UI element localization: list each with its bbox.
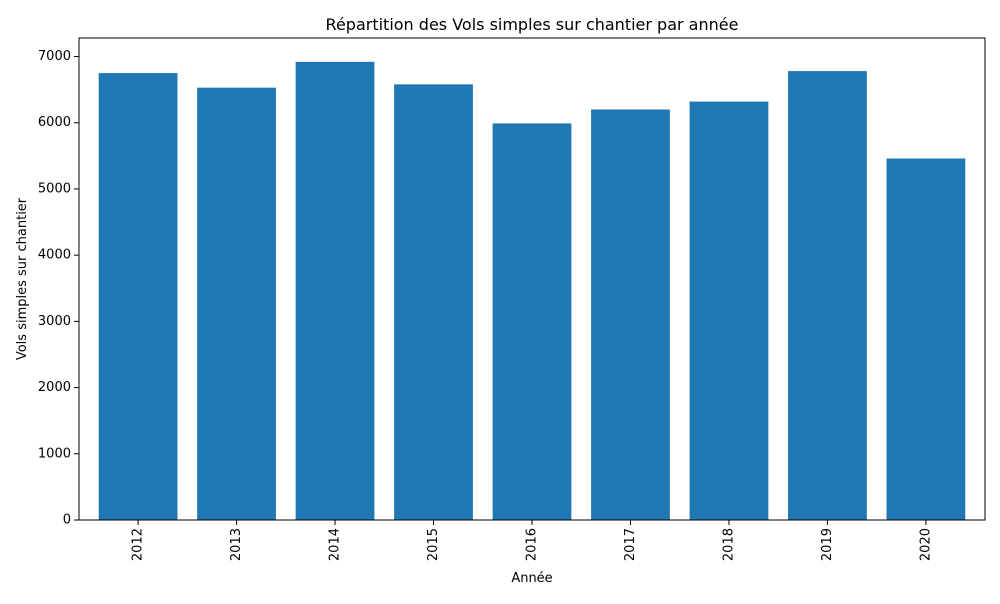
x-tick-label: 2014 (328, 528, 343, 561)
bar-2018 (689, 101, 769, 520)
y-axis: 0 1000 2000 3000 4000 5000 6000 7000 (38, 49, 79, 528)
x-tick-label: 2018 (721, 528, 736, 561)
x-tick-label: 2016 (525, 528, 540, 561)
x-axis-title: Année (511, 571, 552, 586)
x-tick-label: 2013 (229, 528, 244, 561)
y-tick-label: 4000 (38, 248, 71, 263)
y-tick-label: 7000 (38, 49, 71, 64)
y-tick-label: 6000 (38, 115, 71, 130)
x-tick-label: 2017 (623, 528, 638, 561)
y-tick-label: 3000 (38, 314, 71, 329)
y-tick-label: 2000 (38, 380, 71, 395)
y-axis-title: Vols simples sur chantier (15, 197, 30, 360)
x-tick-label: 2019 (820, 528, 835, 561)
bar-2017 (591, 109, 670, 520)
y-tick-label: 5000 (38, 181, 71, 196)
x-tick-label: 2012 (131, 528, 146, 561)
bars-group (98, 61, 966, 521)
bar-2016 (492, 123, 572, 520)
y-tick-label: 0 (63, 513, 71, 528)
y-tick-label: 1000 (38, 446, 71, 461)
bar-2015 (394, 84, 473, 520)
bar-2019 (788, 71, 867, 520)
bar-2013 (197, 87, 276, 520)
chart-title: Répartition des Vols simples sur chantie… (326, 15, 739, 34)
bar-2020 (886, 158, 966, 520)
plot-frame (78, 37, 986, 521)
bar-2014 (295, 61, 375, 521)
bar-2012 (98, 73, 178, 520)
x-tick-label: 2015 (426, 528, 441, 561)
x-axis: 2012 2013 2014 2015 2016 2017 2018 2019 2020 (131, 520, 933, 561)
x-tick-label: 2020 (918, 528, 933, 561)
